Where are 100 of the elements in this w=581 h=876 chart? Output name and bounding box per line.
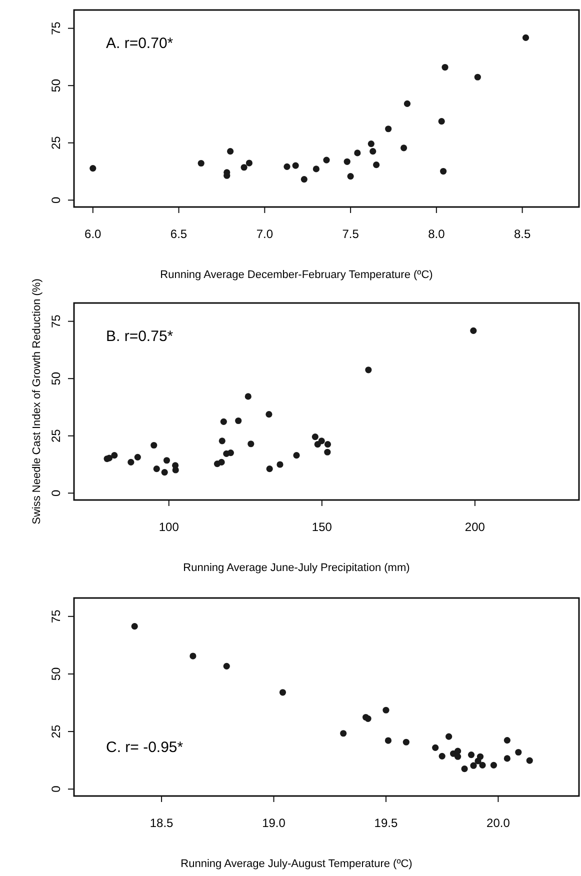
x-tick-label: 6.0: [84, 227, 102, 241]
x-tick-label: 100: [158, 520, 180, 534]
point: [323, 156, 330, 164]
point: [292, 162, 299, 169]
point: [526, 757, 533, 764]
point: [442, 64, 448, 71]
point: [476, 753, 484, 760]
x-tick-label: 8.5: [514, 227, 531, 241]
point: [364, 715, 372, 722]
x-tick-label: 150: [312, 520, 332, 534]
point: [312, 433, 318, 440]
point: [248, 440, 254, 448]
point: [324, 441, 332, 448]
point: [240, 164, 248, 171]
annotation: C. r= -0.95*: [106, 739, 184, 756]
point: [354, 150, 361, 156]
y-tick-label: 75: [49, 609, 63, 624]
y-tick-label: 75: [49, 21, 63, 36]
point: [474, 74, 481, 80]
point: [111, 452, 118, 459]
point: [198, 160, 204, 167]
point: [373, 162, 380, 168]
x-tick-label: 18.5: [150, 816, 174, 830]
point: [172, 466, 179, 474]
point: [470, 762, 477, 769]
y-tick-label: 50: [49, 666, 63, 681]
y-tick-label: 25: [49, 428, 63, 443]
x-tick-label: 19.5: [374, 816, 398, 830]
point: [318, 438, 325, 444]
point: [365, 366, 372, 374]
point: [235, 417, 242, 424]
x-tick-label: 7.5: [342, 227, 360, 241]
point: [370, 148, 376, 155]
point: [150, 442, 158, 449]
point: [190, 652, 196, 660]
point: [163, 457, 170, 464]
point: [293, 452, 300, 459]
y-axis-title: Swiss Needle Cast Index of Growth Reduction (%): [31, 278, 43, 524]
y-tick-label: 75: [49, 314, 63, 328]
point: [227, 148, 234, 155]
point: [440, 168, 447, 175]
y-tick-label: 0: [49, 785, 63, 792]
annotation: B. r=0.75*: [106, 328, 174, 345]
point: [340, 730, 347, 737]
point: [504, 736, 510, 744]
point: [153, 466, 160, 472]
point: [347, 173, 354, 180]
point: [223, 662, 230, 670]
y-tick-label: 25: [49, 724, 63, 738]
point: [244, 393, 252, 400]
annotation: A. r=0.70*: [106, 35, 174, 52]
point: [300, 176, 308, 183]
point: [276, 461, 284, 468]
point: [246, 160, 253, 166]
x-axis-title: Running Average June-July Precipitation (mm): [183, 562, 410, 574]
y-tick-label: 25: [49, 136, 63, 150]
y-tick-label: 0: [49, 196, 63, 204]
point: [438, 752, 446, 760]
point: [134, 454, 141, 460]
point: [128, 458, 134, 466]
point: [312, 166, 320, 172]
x-tick-label: 20.0: [486, 816, 510, 830]
point: [161, 468, 168, 476]
x-tick-label: 7.0: [256, 227, 274, 241]
y-tick-label: 0: [49, 489, 63, 496]
point: [324, 448, 331, 456]
x-tick-label: 8.0: [428, 227, 446, 241]
point: [515, 748, 522, 756]
point: [438, 118, 445, 125]
point: [266, 466, 273, 472]
x-tick-label: 200: [464, 520, 486, 534]
point: [454, 748, 462, 754]
point: [402, 738, 410, 746]
point: [284, 163, 290, 170]
point: [446, 733, 452, 740]
point: [522, 34, 530, 42]
point: [279, 689, 286, 696]
x-axis-title: Running Average December-February Temperature (ºC): [160, 269, 433, 281]
point: [218, 458, 225, 466]
point: [385, 126, 392, 132]
x-tick-label: 19.0: [262, 816, 286, 830]
x-axis-title: Running Average July-August Temperature (ºC): [180, 858, 412, 870]
point: [490, 762, 498, 768]
y-tick-label: 50: [49, 372, 63, 386]
point: [368, 140, 374, 148]
point: [218, 438, 226, 444]
point: [131, 623, 138, 630]
x-tick-label: 6.5: [170, 227, 188, 241]
point: [90, 164, 96, 172]
point: [461, 766, 468, 772]
point: [454, 753, 462, 760]
point: [404, 100, 411, 107]
point: [220, 418, 227, 425]
point: [344, 158, 350, 165]
point: [382, 706, 390, 714]
point: [479, 762, 486, 768]
point: [384, 737, 392, 744]
point: [470, 327, 477, 334]
point: [400, 144, 408, 152]
point: [504, 755, 510, 762]
